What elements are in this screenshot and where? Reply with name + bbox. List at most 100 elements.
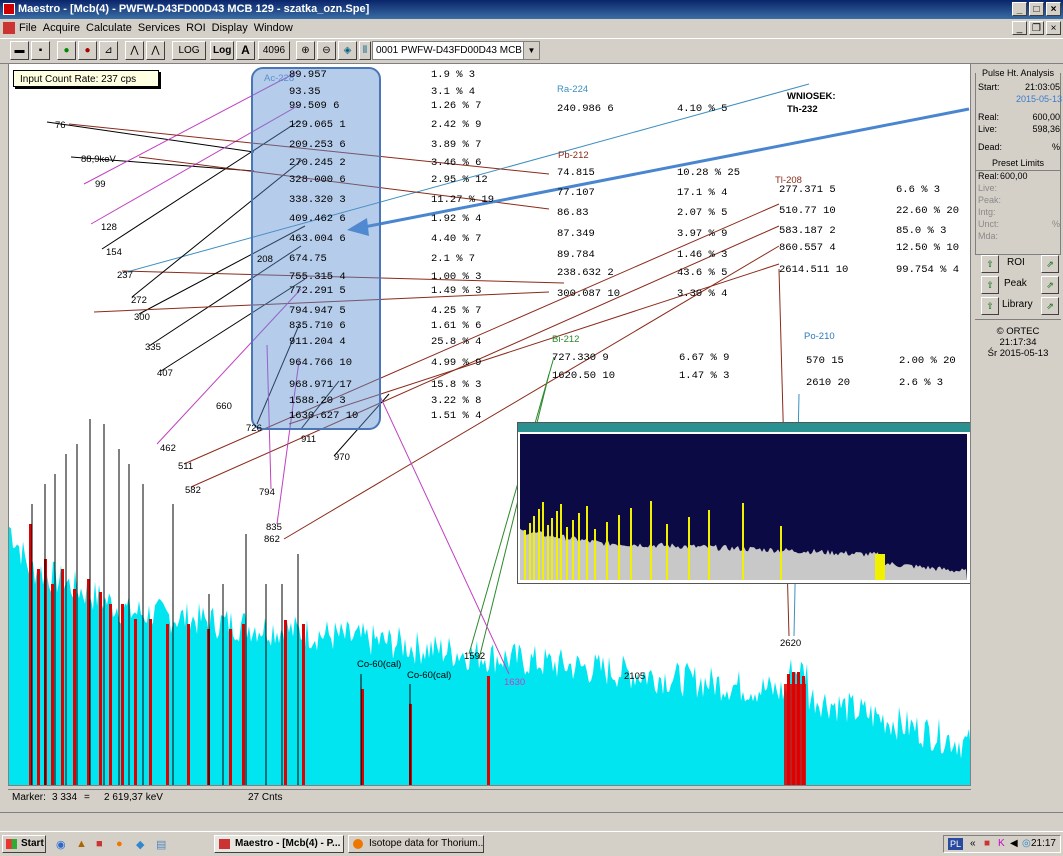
maestro-task-icon	[219, 839, 230, 849]
media-icon[interactable]: ◆	[136, 839, 145, 851]
auto-scale-button[interactable]: A	[236, 41, 255, 60]
minimize-button[interactable]: _	[1012, 2, 1027, 16]
preset-title: Preset Limits	[976, 158, 1060, 168]
roi-next-icon[interactable]: ⇗	[1041, 255, 1059, 273]
spectrum-plot[interactable]: Input Count Rate: 237 cps Ac-228 Ra-224 …	[8, 63, 971, 786]
annotation-line	[93, 291, 550, 313]
peak-label: 88,9keV	[81, 154, 116, 165]
mdi-close-button[interactable]: ×	[1046, 21, 1061, 35]
pb212-yield: 3.30 % 4	[677, 288, 728, 300]
volume-icon[interactable]: ◀	[1010, 838, 1018, 849]
roi-clear-icon[interactable]: ⋀	[146, 41, 165, 60]
chevron-down-icon[interactable]: ▼	[523, 42, 539, 59]
mdi-icon[interactable]	[3, 22, 15, 35]
clear-icon[interactable]: ⊿	[99, 41, 118, 60]
ac228-energy: 328.000 6	[289, 174, 346, 186]
ac228-yield: 11.27 % 19	[431, 194, 495, 206]
pb212-yield: 10.28 % 25	[677, 167, 741, 179]
annotation-line	[46, 121, 255, 153]
po210-yield: 2.6 % 3	[899, 377, 944, 389]
peak-label: Peak	[1004, 278, 1027, 289]
header-po210: Po-210	[804, 331, 835, 342]
peak-label: 794	[259, 487, 275, 498]
task-firefox[interactable]: Isotope data for Thorium...	[348, 835, 484, 853]
tl208-yield: 99.754 % 4	[896, 264, 960, 276]
spectrum-peak	[121, 604, 124, 785]
open-icon[interactable]: ▬	[10, 41, 29, 60]
peak-label: 76	[55, 120, 66, 131]
ac228-energy: 99.509 6	[289, 100, 340, 112]
detector-select[interactable]: 0001 PWFW-D43FD00D43 MCB 12 ▼	[372, 41, 540, 60]
annotation-line	[183, 203, 780, 465]
marker-energy: 2 619,37 keV	[104, 792, 163, 803]
inset-peak	[538, 509, 540, 580]
menu-calculate[interactable]: Calculate	[86, 22, 132, 34]
channels-button[interactable]: 4096	[258, 41, 290, 60]
zoom-out-icon[interactable]: ⊖	[317, 41, 336, 60]
ac228-yield: 2.95 % 12	[431, 174, 488, 186]
tray-k-icon[interactable]: K	[998, 838, 1005, 849]
roi-mark-icon[interactable]: ⋀	[125, 41, 144, 60]
ac228-energy: 93.35	[289, 86, 321, 98]
start-button[interactable]: Start	[2, 835, 46, 853]
po210-energy: 2610 20	[806, 377, 851, 389]
annotation-line	[288, 263, 780, 425]
maestro-quicklaunch-icon[interactable]: ■	[96, 838, 103, 850]
spectrum-peak	[487, 676, 490, 785]
ac228-yield: 3.89 % 7	[431, 139, 482, 151]
inset-peak	[666, 524, 668, 580]
ac228-yield: 1.26 % 7	[431, 100, 482, 112]
roi-prev-icon[interactable]: ⇧	[981, 255, 999, 273]
ac228-energy: 794.947 5	[289, 305, 346, 317]
ac228-energy: 270.245 2	[289, 157, 346, 169]
zoom-in-icon[interactable]: ⊕	[296, 41, 315, 60]
preset-live-label: Live:	[978, 183, 998, 193]
menu-window[interactable]: Window	[253, 22, 293, 34]
peak-label: 2105	[624, 671, 646, 682]
menu-acquire[interactable]: Acquire	[42, 22, 81, 34]
peak-label: 99	[95, 179, 106, 190]
menu-file[interactable]: File	[19, 22, 37, 34]
peak-next-icon[interactable]: ⇗	[1041, 276, 1059, 294]
task-maestro-label: Maestro - [Mcb(4) - P...	[235, 838, 341, 849]
mdi-minimize-button[interactable]: _	[1012, 21, 1027, 35]
app-quicklaunch-icon[interactable]: ▲	[76, 838, 87, 850]
spectrum-peak	[166, 624, 169, 785]
menu-roi[interactable]: ROI	[186, 22, 206, 34]
firefox-icon[interactable]: ●	[116, 838, 123, 850]
baseline-icon[interactable]: ⫴	[359, 41, 371, 60]
log-scale-button[interactable]: Log	[210, 41, 234, 60]
maximize-button[interactable]: □	[1029, 2, 1044, 16]
tray-network-icon[interactable]: ◎	[1022, 838, 1031, 849]
menu-display[interactable]: Display	[211, 22, 248, 34]
tray-app-icon[interactable]: ■	[984, 838, 991, 849]
library-prev-icon[interactable]: ⇧	[981, 297, 999, 315]
close-button[interactable]: ×	[1046, 2, 1061, 16]
ac228-yield: 1.49 % 3	[431, 285, 482, 297]
language-indicator[interactable]: PL	[948, 838, 964, 850]
log-button[interactable]: LOG	[172, 41, 206, 60]
mdi-restore-button[interactable]: ❐	[1029, 21, 1044, 35]
menu-services[interactable]: Services	[137, 22, 181, 34]
ie-icon[interactable]: ◉	[56, 839, 66, 851]
peak-label: 835	[266, 522, 282, 533]
peak-label: 911	[301, 434, 317, 445]
ac228-energy: 338.320 3	[289, 194, 346, 206]
peak-prev-icon[interactable]: ⇧	[981, 276, 999, 294]
go-icon[interactable]: ●	[57, 41, 76, 60]
annotation-line	[160, 278, 306, 372]
windows-logo-icon	[6, 839, 17, 849]
spectrum-overview-inset[interactable]	[517, 422, 970, 584]
ac228-energy: 968.971 17	[289, 379, 353, 391]
doc-icon[interactable]: ▤	[156, 839, 167, 851]
ac228-energy: 1630.627 10	[289, 410, 359, 422]
library-next-icon[interactable]: ⇗	[1041, 297, 1059, 315]
inset-peak	[650, 501, 652, 580]
tray-expand-icon[interactable]: «	[970, 838, 976, 849]
center-icon[interactable]: ◈	[338, 41, 357, 60]
header-bi212: Bi-212	[552, 334, 580, 345]
ac228-yield: 25.8 % 4	[431, 336, 482, 348]
stop-icon[interactable]: ●	[78, 41, 97, 60]
save-icon[interactable]: ▪	[31, 41, 50, 60]
task-maestro[interactable]: Maestro - [Mcb(4) - P...	[214, 835, 344, 853]
